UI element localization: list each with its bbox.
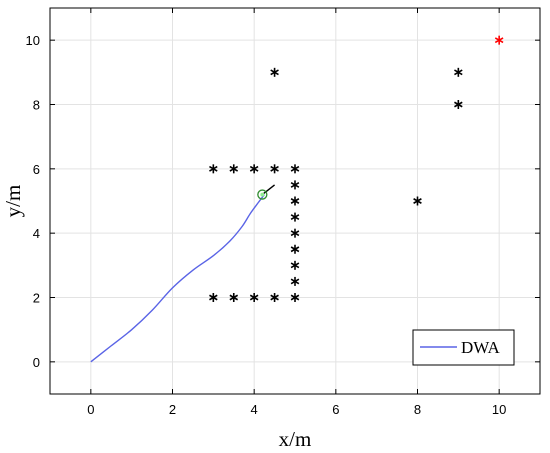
obstacle-marker-17 xyxy=(270,67,279,77)
x-axis-label: x/m xyxy=(279,427,312,451)
obstacle-marker-7 xyxy=(290,212,300,222)
obstacle-marker-16 xyxy=(270,293,279,302)
y-tick-label-10: 10 xyxy=(26,33,40,48)
obstacle-marker-6 xyxy=(290,196,300,206)
legend-label-dwa: DWA xyxy=(461,338,500,357)
obstacle-marker-8 xyxy=(290,228,300,238)
obstacle-marker-12 xyxy=(290,293,300,302)
y-tick-label-8: 8 xyxy=(33,98,40,113)
y-tick-label-0: 0 xyxy=(33,355,40,370)
axis-ticks: 0 2 4 6 8 10 0 2 4 6 8 10 xyxy=(26,8,540,417)
obstacle-marker-14 xyxy=(229,293,239,302)
goal-marker xyxy=(494,35,504,45)
obstacle-marker-3 xyxy=(270,164,279,174)
series-lines xyxy=(90,194,265,363)
legend: DWA xyxy=(412,329,515,366)
obstacle-marker-15 xyxy=(249,293,259,302)
x-tick-label-10: 10 xyxy=(492,402,506,417)
x-tick-label-2: 2 xyxy=(169,402,176,417)
y-tick-label-4: 4 xyxy=(33,226,40,241)
obstacle-marker-19 xyxy=(454,67,463,77)
robot-heading-line xyxy=(261,184,276,196)
goal-star xyxy=(494,35,504,45)
obstacle-marker-2 xyxy=(249,164,259,174)
y-tick-label-2: 2 xyxy=(33,291,40,306)
robot-marker xyxy=(257,184,276,200)
obstacle-marker-20 xyxy=(454,100,463,109)
robot-center xyxy=(260,192,265,197)
obstacle-marker-4 xyxy=(290,164,300,174)
obstacle-marker-0 xyxy=(209,164,218,174)
obstacle-marker-1 xyxy=(229,164,239,174)
series-line-0 xyxy=(90,194,265,363)
obstacle-marker-13 xyxy=(209,293,218,302)
x-tick-label-0: 0 xyxy=(87,402,94,417)
obstacle-marker-11 xyxy=(290,276,300,286)
x-tick-label-4: 4 xyxy=(251,402,258,417)
obstacle-markers xyxy=(209,67,463,302)
x-tick-label-6: 6 xyxy=(332,402,339,417)
plot-area xyxy=(49,7,541,395)
obstacle-marker-9 xyxy=(290,244,300,254)
y-tick-label-6: 6 xyxy=(33,162,40,177)
y-axis-label: y/m xyxy=(1,185,25,218)
obstacle-marker-5 xyxy=(290,180,300,190)
robot-circle xyxy=(257,189,268,200)
obstacle-marker-10 xyxy=(290,260,300,270)
obstacle-marker-18 xyxy=(413,196,422,206)
x-tick-label-8: 8 xyxy=(414,402,421,417)
